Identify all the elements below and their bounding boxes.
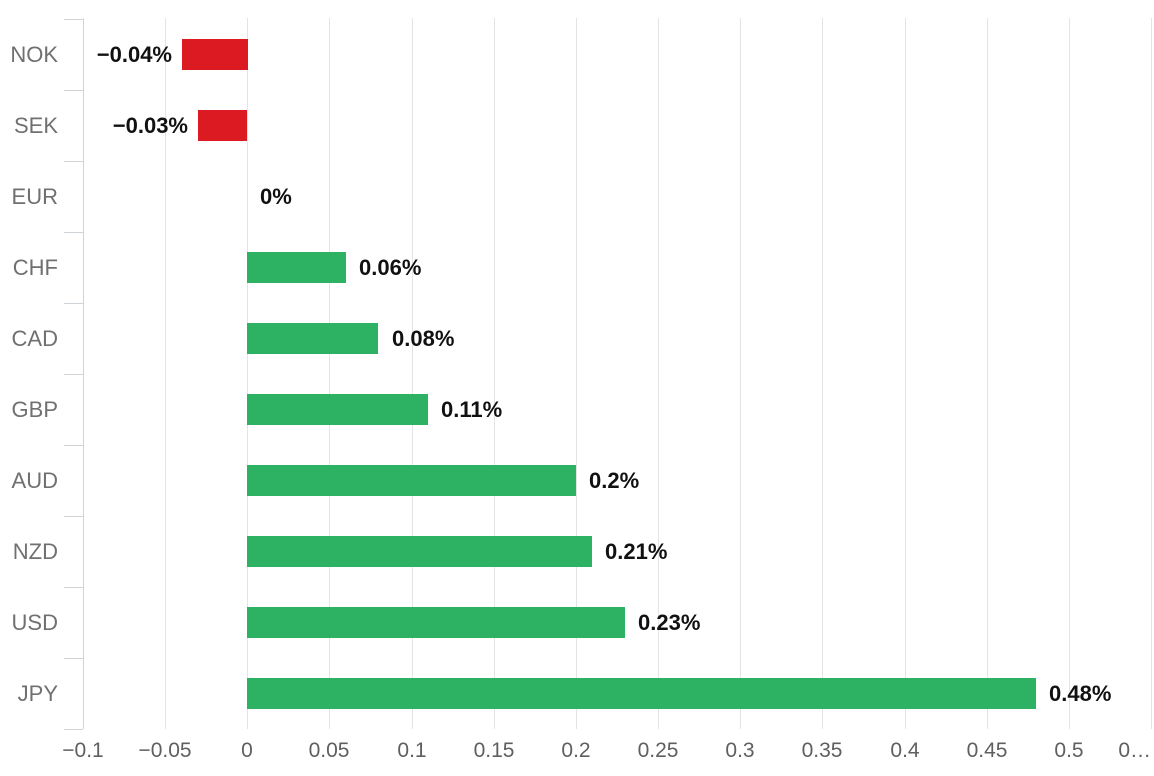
gridline bbox=[576, 18, 577, 729]
value-label-usd: 0.23% bbox=[638, 610, 701, 635]
x-axis-tick-label: 0.5 bbox=[1054, 739, 1084, 762]
gridline bbox=[822, 18, 823, 729]
bar-aud bbox=[247, 465, 576, 496]
bar-sek bbox=[198, 110, 247, 141]
bar-jpy bbox=[247, 678, 1036, 709]
y-axis-tick bbox=[64, 445, 83, 446]
gridline bbox=[247, 18, 248, 729]
x-axis-tick-label: 0.2 bbox=[561, 739, 591, 762]
value-label-aud: 0.2% bbox=[589, 468, 640, 493]
x-axis-tick-label: 0.3 bbox=[725, 739, 755, 762]
gridline bbox=[494, 18, 495, 729]
x-axis-tick-label: 0.15 bbox=[473, 739, 515, 762]
category-label-gbp: GBP bbox=[11, 397, 58, 422]
x-axis-tick-label: 0.35 bbox=[801, 739, 843, 762]
x-axis-tick-label: 0… bbox=[1118, 739, 1151, 762]
y-axis-tick bbox=[64, 658, 83, 659]
category-label-aud: AUD bbox=[11, 468, 58, 493]
x-axis-tick-label: 0 bbox=[241, 739, 253, 762]
bar-cad bbox=[247, 323, 378, 354]
gridline bbox=[1151, 18, 1152, 729]
category-label-sek: SEK bbox=[13, 113, 58, 138]
gridline bbox=[329, 18, 330, 729]
bar-usd bbox=[247, 607, 625, 638]
x-axis-tick-label: 0.05 bbox=[308, 739, 350, 762]
category-label-eur: EUR bbox=[11, 184, 58, 209]
y-axis-line bbox=[83, 19, 84, 729]
gridline bbox=[1069, 18, 1070, 729]
value-label-eur: 0% bbox=[260, 184, 292, 209]
y-axis-tick bbox=[64, 374, 83, 375]
category-label-usd: USD bbox=[11, 610, 58, 635]
y-axis-tick bbox=[64, 587, 83, 588]
x-axis-tick-label: 0.45 bbox=[966, 739, 1008, 762]
value-label-gbp: 0.11% bbox=[441, 397, 503, 422]
category-label-cad: CAD bbox=[11, 326, 58, 351]
value-label-jpy: 0.48% bbox=[1049, 681, 1112, 706]
bar-nok bbox=[182, 39, 248, 70]
category-label-nzd: NZD bbox=[12, 539, 58, 564]
x-axis-tick-label: 0.1 bbox=[397, 739, 427, 762]
x-axis-tick-label: 0.25 bbox=[637, 739, 679, 762]
x-axis-tick-label: −0.05 bbox=[138, 739, 192, 762]
value-label-cad: 0.08% bbox=[392, 326, 455, 351]
bar-nzd bbox=[247, 536, 592, 567]
y-axis-tick bbox=[64, 303, 83, 304]
gridline bbox=[412, 18, 413, 729]
value-label-chf: 0.06% bbox=[359, 255, 422, 280]
category-label-jpy: JPY bbox=[17, 681, 58, 706]
gridline bbox=[658, 18, 659, 729]
gridline bbox=[905, 18, 906, 729]
x-axis-tick-label: 0.4 bbox=[890, 739, 920, 762]
y-axis-tick bbox=[64, 19, 83, 20]
bar-gbp bbox=[247, 394, 428, 425]
value-label-nok: −0.04% bbox=[96, 42, 172, 67]
category-label-nok: NOK bbox=[10, 42, 58, 67]
y-axis-tick bbox=[64, 729, 83, 730]
y-axis-tick bbox=[64, 90, 83, 91]
y-axis-tick bbox=[64, 161, 83, 162]
value-label-sek: −0.03% bbox=[112, 113, 188, 138]
x-axis-tick-label: −0.1 bbox=[62, 739, 104, 762]
y-axis-tick bbox=[64, 232, 83, 233]
gridline bbox=[740, 18, 741, 729]
y-axis-tick bbox=[64, 516, 83, 517]
category-label-chf: CHF bbox=[12, 255, 58, 280]
value-label-nzd: 0.21% bbox=[605, 539, 668, 564]
gridline bbox=[165, 18, 166, 729]
bar-chf bbox=[247, 252, 346, 283]
gridline bbox=[987, 18, 988, 729]
